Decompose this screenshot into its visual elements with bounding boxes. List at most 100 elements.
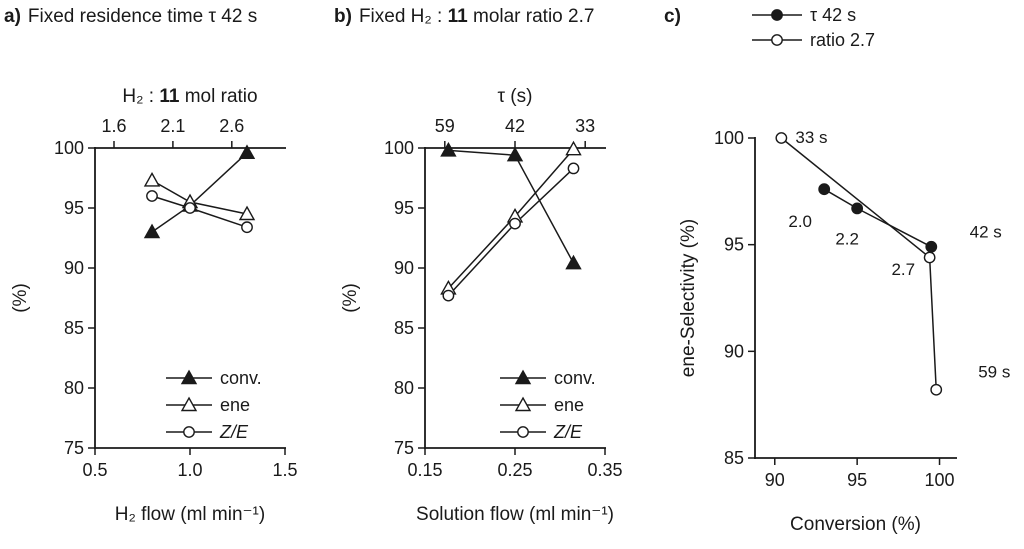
x-tick-label: 1.5 xyxy=(272,460,297,480)
data-point-1-2 xyxy=(930,383,943,396)
panel-b-label: b) xyxy=(334,6,352,27)
y-tick-label: 95 xyxy=(64,198,84,218)
panel-a-title-text: Fixed residence time τ 42 s xyxy=(28,6,257,27)
data-point-2-2 xyxy=(241,221,253,234)
panel-b-title: b) Fixed H₂ : 11 molar ratio 2.7 xyxy=(334,6,594,28)
x-tick-label: 0.25 xyxy=(497,460,532,480)
top-tick-label: 42 xyxy=(505,116,525,136)
data-point-1-0 xyxy=(143,171,161,187)
data-point-0-2 xyxy=(238,144,256,159)
y-axis-title: (%) xyxy=(10,283,31,313)
legend-marker xyxy=(771,34,783,46)
data-point-2-1 xyxy=(509,217,521,230)
panel-a-title: a) Fixed residence time τ 42 s xyxy=(4,6,257,28)
series-line-0 xyxy=(151,152,248,233)
x-axis-title: H₂ flow (ml min⁻¹) xyxy=(115,504,265,525)
legend-label: Z/E xyxy=(553,422,583,442)
legend-marker xyxy=(517,426,529,438)
y-tick-label: 75 xyxy=(394,438,414,458)
data-point-2-1 xyxy=(184,202,196,214)
panel-a: a) Fixed residence time τ 42 s 75 80 85 90 95… xyxy=(0,0,330,549)
panel-a-label: a) xyxy=(4,6,21,27)
data-point-2-2 xyxy=(567,162,580,175)
x-tick-label: 0.15 xyxy=(407,460,442,480)
panel-c-title: c) xyxy=(664,6,688,28)
top-axis-title: H₂ : 11 mol ratio xyxy=(122,86,257,107)
x-tick-label: 0.35 xyxy=(587,460,622,480)
legend-marker xyxy=(771,9,783,21)
x-tick-label: 0.5 xyxy=(82,460,107,480)
data-point-0-0 xyxy=(143,223,161,239)
point-label: 2.2 xyxy=(835,229,859,248)
legend-label: ene xyxy=(554,395,584,415)
top-tick-label: 2.6 xyxy=(219,116,244,136)
point-label: 59 s xyxy=(978,363,1010,382)
top-axis-title: τ (s) xyxy=(498,86,533,107)
panel-title-part: Fixed H₂ : xyxy=(358,6,448,27)
data-point-2-0 xyxy=(146,190,158,202)
y-tick-label: 85 xyxy=(724,448,744,468)
series-line-0 xyxy=(448,149,575,264)
y-tick-label: 80 xyxy=(394,378,414,398)
legend-marker xyxy=(514,396,532,412)
x-axis-title: Conversion (%) xyxy=(790,514,921,535)
point-label: 42 s xyxy=(970,222,1002,241)
panel-c-label: c) xyxy=(664,6,681,27)
y-tick-label: 90 xyxy=(724,341,744,361)
chart-b: 75 80 85 90 95 100 0.15 0.25 0.35 59 42 33 τ (s) Solu… xyxy=(340,86,623,525)
data-point-1-2 xyxy=(238,205,256,221)
legend-label: ene xyxy=(220,395,250,415)
y-tick-label: 100 xyxy=(384,138,414,158)
data-point-1-2 xyxy=(565,140,582,156)
legend-marker xyxy=(180,369,198,385)
y-tick-label: 75 xyxy=(64,438,84,458)
y-axis-title: (%) xyxy=(340,283,361,313)
point-label: 2.0 xyxy=(788,212,812,231)
data-point-0-2 xyxy=(925,240,938,253)
legend-label: conv. xyxy=(554,368,596,388)
data-point-0-1 xyxy=(851,202,864,215)
y-tick-label: 85 xyxy=(394,318,414,338)
x-tick-label: 1.0 xyxy=(177,460,202,480)
top-tick-label: 2.1 xyxy=(160,116,185,136)
y-tick-label: 95 xyxy=(724,235,744,255)
top-tick-label: 59 xyxy=(435,116,455,136)
point-label: 2.7 xyxy=(891,260,915,279)
legend-label: τ 42 s xyxy=(810,5,856,25)
legend-marker xyxy=(514,369,532,385)
panel-b-title-text: Fixed H₂ : 11 molar ratio 2.7 xyxy=(359,6,595,27)
chart-a: 75 80 85 90 95 100 0.5 1.0 1.5 1.6 2.1 2.6 H₂ : 11 m… xyxy=(10,86,298,525)
top-tick-label: 33 xyxy=(575,116,595,136)
panel-c: c) 85 90 95 100 90 95 100 Conversion (%) ene-Sel… xyxy=(660,0,1024,549)
y-axis-title: ene-Selectivity (%) xyxy=(678,219,699,377)
panel-title-part: 42 s xyxy=(216,6,258,27)
legend-label: ratio 2.7 xyxy=(810,30,875,50)
panel-title-part: 11 xyxy=(447,6,468,27)
panel-title-part: molar ratio 2.7 xyxy=(467,6,595,27)
x-tick-label: 100 xyxy=(925,470,955,490)
series-line-2 xyxy=(447,167,575,297)
chart-c: 85 90 95 100 90 95 100 Conversion (%) ene-Select… xyxy=(678,5,1010,535)
panel-b: b) Fixed H₂ : 11 molar ratio 2.7 75 80 85 90… xyxy=(330,0,660,549)
top-tick-label: 1.6 xyxy=(101,116,126,136)
data-point-1-1 xyxy=(923,251,936,264)
x-tick-label: 90 xyxy=(765,470,785,490)
y-tick-label: 95 xyxy=(394,198,414,218)
y-tick-label: 90 xyxy=(64,258,84,278)
point-label: 33 s xyxy=(795,128,827,147)
y-tick-label: 85 xyxy=(64,318,84,338)
panel-title-part: Fixed residence time xyxy=(27,6,209,27)
legend-label: Z/E xyxy=(219,422,249,442)
y-tick-label: 80 xyxy=(64,378,84,398)
data-point-0-0 xyxy=(440,141,457,157)
data-point-0-1 xyxy=(506,146,524,162)
y-tick-label: 100 xyxy=(714,128,744,148)
x-axis-title: Solution flow (ml min⁻¹) xyxy=(416,504,614,525)
legend-label: conv. xyxy=(220,368,262,388)
data-point-2-0 xyxy=(442,289,455,302)
data-point-0-0 xyxy=(818,183,831,196)
y-tick-label: 90 xyxy=(394,258,414,278)
data-point-0-2 xyxy=(565,254,582,270)
legend-marker xyxy=(180,396,198,412)
